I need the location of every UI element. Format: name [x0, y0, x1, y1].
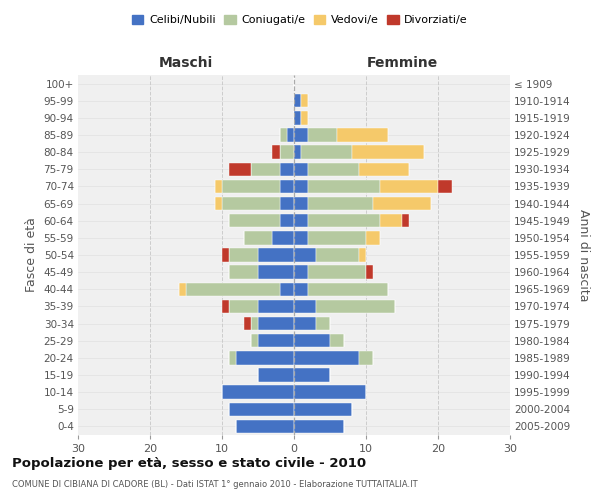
Bar	[294, 282, 308, 296]
Bar	[229, 248, 258, 262]
Bar	[280, 214, 294, 228]
Bar	[308, 214, 380, 228]
Y-axis label: Anni di nascita: Anni di nascita	[577, 209, 590, 301]
Bar	[236, 351, 294, 364]
Bar	[359, 248, 366, 262]
Bar	[280, 180, 294, 193]
Bar	[280, 128, 287, 141]
Bar	[301, 111, 308, 124]
Bar	[308, 197, 373, 210]
Bar	[229, 266, 258, 279]
Bar	[294, 351, 359, 364]
Bar	[222, 386, 294, 399]
Bar	[294, 162, 308, 176]
Bar	[229, 351, 236, 364]
Bar	[258, 266, 294, 279]
Bar	[316, 248, 359, 262]
Bar	[280, 282, 294, 296]
Bar	[251, 317, 258, 330]
Text: Femmine: Femmine	[367, 56, 437, 70]
Bar	[179, 282, 186, 296]
Bar	[294, 180, 308, 193]
Bar	[229, 214, 280, 228]
Bar	[258, 334, 294, 347]
Bar	[258, 248, 294, 262]
Text: Popolazione per età, sesso e stato civile - 2010: Popolazione per età, sesso e stato civil…	[12, 458, 366, 470]
Bar	[294, 248, 316, 262]
Bar	[301, 94, 308, 108]
Y-axis label: Fasce di età: Fasce di età	[25, 218, 38, 292]
Bar	[294, 386, 366, 399]
Bar	[380, 214, 402, 228]
Bar	[215, 180, 222, 193]
Bar	[244, 231, 272, 244]
Bar	[258, 300, 294, 313]
Bar	[308, 128, 337, 141]
Bar	[244, 317, 251, 330]
Bar	[251, 334, 258, 347]
Bar	[258, 368, 294, 382]
Bar	[229, 162, 251, 176]
Bar	[308, 282, 388, 296]
Bar	[222, 300, 229, 313]
Bar	[308, 231, 366, 244]
Bar	[272, 231, 294, 244]
Bar	[308, 162, 359, 176]
Bar	[359, 162, 409, 176]
Text: COMUNE DI CIBIANA DI CADORE (BL) - Dati ISTAT 1° gennaio 2010 - Elaborazione TUT: COMUNE DI CIBIANA DI CADORE (BL) - Dati …	[12, 480, 418, 489]
Bar	[280, 146, 294, 159]
Bar	[294, 420, 344, 433]
Bar	[294, 111, 301, 124]
Bar	[294, 317, 316, 330]
Bar	[438, 180, 452, 193]
Bar	[301, 146, 352, 159]
Bar	[222, 180, 280, 193]
Bar	[308, 266, 366, 279]
Bar	[294, 402, 352, 416]
Bar	[330, 334, 344, 347]
Bar	[308, 180, 380, 193]
Bar	[229, 402, 294, 416]
Bar	[294, 334, 330, 347]
Bar	[294, 214, 308, 228]
Bar	[222, 248, 229, 262]
Bar	[236, 420, 294, 433]
Bar	[337, 128, 388, 141]
Legend: Celibi/Nubili, Coniugati/e, Vedovi/e, Divorziati/e: Celibi/Nubili, Coniugati/e, Vedovi/e, Di…	[128, 10, 472, 30]
Bar	[294, 300, 316, 313]
Bar	[294, 128, 308, 141]
Bar	[352, 146, 424, 159]
Text: Maschi: Maschi	[159, 56, 213, 70]
Bar	[280, 197, 294, 210]
Bar	[294, 197, 308, 210]
Bar	[294, 146, 301, 159]
Bar	[215, 197, 222, 210]
Bar	[280, 162, 294, 176]
Bar	[359, 351, 373, 364]
Bar	[402, 214, 409, 228]
Bar	[229, 300, 258, 313]
Bar	[366, 231, 380, 244]
Bar	[316, 300, 395, 313]
Bar	[251, 162, 280, 176]
Bar	[294, 94, 301, 108]
Bar	[294, 368, 330, 382]
Bar	[373, 197, 431, 210]
Bar	[186, 282, 280, 296]
Bar	[316, 317, 330, 330]
Bar	[258, 317, 294, 330]
Bar	[294, 231, 308, 244]
Bar	[287, 128, 294, 141]
Bar	[380, 180, 438, 193]
Bar	[366, 266, 373, 279]
Bar	[272, 146, 280, 159]
Bar	[294, 266, 308, 279]
Bar	[222, 197, 280, 210]
